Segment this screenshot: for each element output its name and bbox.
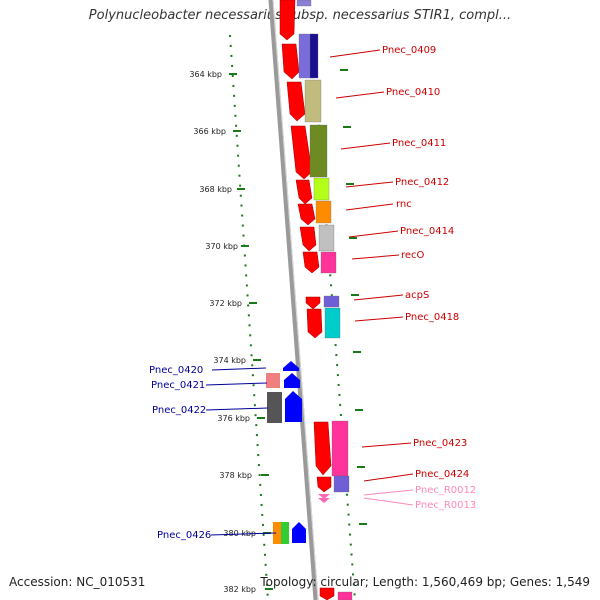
gene-arrow[interactable] [319, 587, 335, 600]
feature-bars [296, 0, 353, 600]
gene-label-rnc[interactable]: rnc [396, 199, 412, 210]
gene-label-pnec-0424[interactable]: Pnec_0424 [415, 469, 469, 480]
label-leaders [329, 49, 414, 482]
gene-arrow[interactable] [279, 0, 296, 41]
gene-label-pnec-0412[interactable]: Pnec_0412 [395, 177, 449, 188]
gene-label-pnec-0423[interactable]: Pnec_0423 [413, 438, 467, 449]
tick-label: 374 kbp [213, 356, 246, 365]
tick-label: 378 kbp [219, 471, 252, 480]
gene-label-pnec-0420[interactable]: Pnec_0420 [149, 365, 203, 376]
tick-marks [229, 73, 273, 590]
gene-label-pnec-r0013[interactable]: Pnec_R0013 [415, 500, 476, 511]
tick-label: 376 kbp [217, 414, 250, 423]
gene-arrow[interactable] [285, 391, 302, 422]
gene-label-pnec-0421[interactable]: Pnec_0421 [151, 380, 205, 391]
forward-genes [279, 0, 335, 600]
gene-label-pnec-0414[interactable]: Pnec_0414 [400, 226, 454, 237]
accession-text: Accession: NC_010531 [9, 575, 146, 589]
gene-arrow[interactable] [290, 125, 313, 180]
tick-label: 372 kbp [209, 299, 242, 308]
gene-arrow[interactable] [286, 81, 306, 122]
tick-label: 368 kbp [199, 185, 232, 194]
gene-label-pnec-0418[interactable]: Pnec_0418 [405, 312, 459, 323]
tick-label: 364 kbp [189, 70, 222, 79]
gene-arrow[interactable] [283, 361, 299, 371]
gene-label-pnec-0411[interactable]: Pnec_0411 [392, 138, 446, 149]
gene-arrow[interactable] [295, 179, 313, 205]
gene-arrow[interactable] [299, 226, 317, 252]
gene-arrow[interactable] [313, 421, 332, 476]
gene-label-pnec-r0012[interactable]: Pnec_R0012 [415, 485, 476, 496]
gene-arrow[interactable] [316, 476, 332, 493]
gene-label-pnec-0410[interactable]: Pnec_0410 [386, 87, 440, 98]
tick-label: 370 kbp [205, 242, 238, 251]
rna-features [318, 494, 330, 503]
gene-arrow[interactable] [305, 296, 321, 310]
genome-summary-text: Topology: circular; Length: 1,560,469 bp… [260, 575, 590, 589]
tick-label: 380 kbp [223, 529, 256, 538]
gene-label-pnec-0422[interactable]: Pnec_0422 [152, 405, 206, 416]
gene-arrow[interactable] [297, 203, 316, 226]
gene-arrow[interactable] [292, 522, 306, 543]
gene-label-pnec-0426[interactable]: Pnec_0426 [157, 530, 211, 541]
gene-arrow[interactable] [302, 251, 320, 274]
reverse-genes [266, 361, 306, 544]
left-dotted-track [229, 34, 269, 600]
gene-label-reco[interactable]: recO [401, 250, 425, 261]
gene-arrow[interactable] [306, 308, 323, 339]
tick-label: 366 kbp [193, 127, 226, 136]
gene-label-pnec-0409[interactable]: Pnec_0409 [382, 45, 436, 56]
gene-arrow[interactable] [281, 43, 300, 80]
tick-label: 382 kbp [223, 585, 256, 594]
gene-arrow[interactable] [284, 373, 300, 388]
genome-backbone [268, 0, 319, 600]
map-title: Polynucleobacter necessarius subsp. nece… [88, 8, 512, 23]
gene-label-acps[interactable]: acpS [405, 290, 429, 301]
